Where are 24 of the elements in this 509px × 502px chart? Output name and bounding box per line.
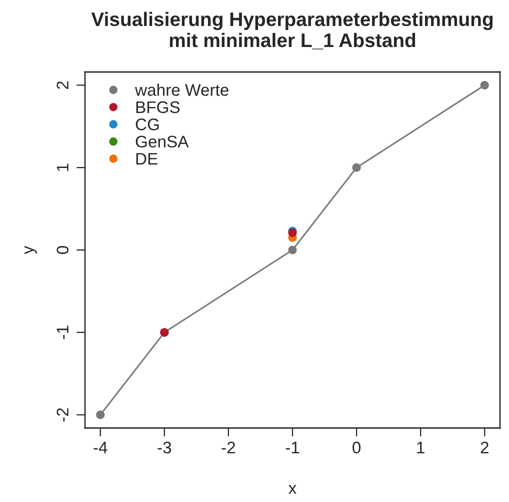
x-axis-title: x (288, 485, 296, 494)
x-tick-label: 2 (480, 442, 488, 454)
legend-label: wahre Werte (134, 84, 228, 96)
x-tick-label: -3 (158, 442, 172, 454)
x-tick-label: -1 (286, 442, 300, 454)
legend-label: DE (136, 153, 158, 165)
x-tick-label: -2 (222, 442, 236, 454)
y-tick-label: 1 (56, 164, 68, 171)
point (480, 80, 489, 90)
legend-label: BFGS (136, 101, 180, 114)
point (288, 246, 297, 254)
chart-title: Visualisierung Hyperparameterbestimmung mit minimaler L_1 Abstand (91, 12, 493, 50)
y-tick-label: 2 (56, 81, 68, 89)
y-tick-label: -1 (56, 326, 68, 340)
point (96, 410, 105, 420)
legend-label: CG (136, 118, 159, 130)
point (352, 163, 361, 172)
legend-label: GenSA (136, 136, 189, 148)
x-tick-label: -4 (94, 442, 108, 454)
y-axis-title: y (24, 246, 37, 254)
x-tick-label: 0 (352, 442, 361, 454)
y-tick-label: -2 (56, 408, 68, 422)
y-tick-label: 0 (56, 246, 69, 254)
x-tick-label: 1 (417, 442, 424, 454)
